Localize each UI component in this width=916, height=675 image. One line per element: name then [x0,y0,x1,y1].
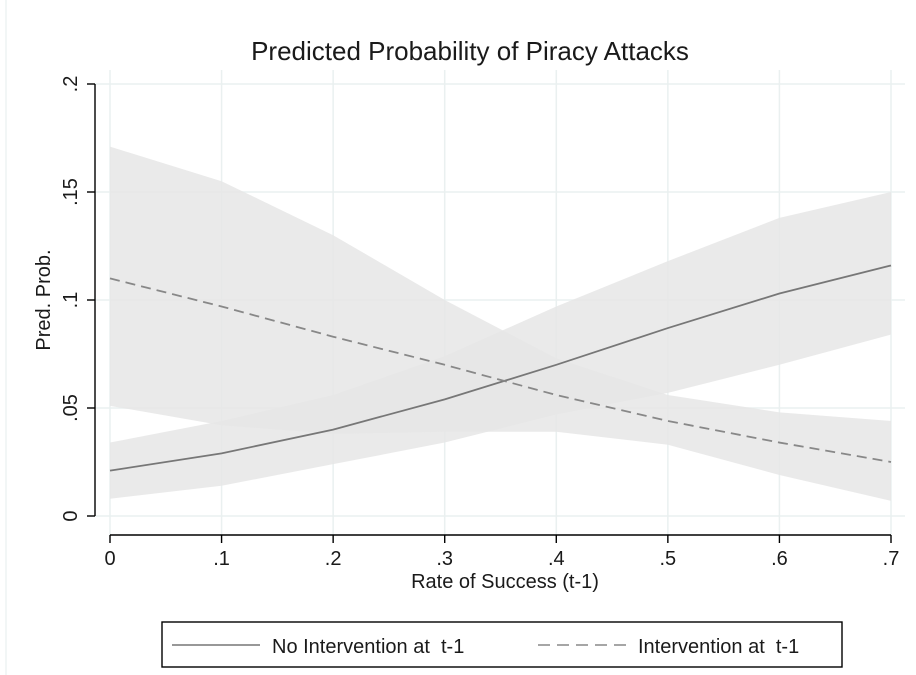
y-tick-label-2: .1 [60,292,82,309]
series-line-1 [109,277,892,463]
x-tick-label-6: .6 [771,548,788,570]
x-tick-label-4: .4 [548,548,565,570]
ticks: 0 .05 .1 .15 .2 0 .1 .2 .3 .4 .5 .6 .7 [60,76,899,570]
confidence-band-1 [110,146,891,501]
legend-box [161,621,843,668]
x-tick-label-5: .5 [660,548,677,570]
y-tick-label-1: .05 [60,394,82,422]
x-tick-label-7: .7 [883,548,900,570]
x-tick-label-1: .1 [213,548,230,570]
x-axis-title: Rate of Success (t-1) [411,571,599,593]
series-line-0 [109,264,892,472]
y-tick-label-0: 0 [60,510,82,521]
series-lines [109,264,892,472]
y-tick-label-4: .2 [60,76,82,93]
legend-label-no-intervention: No Intervention at t-1 [272,636,464,658]
y-tick-label-3: .15 [60,178,82,206]
x-tick-label-3: .3 [436,548,453,570]
legend: No Intervention at t-1 Intervention at t… [161,621,843,668]
legend-label-intervention: Intervention at t-1 [638,636,799,658]
chart-title: Predicted Probability of Piracy Attacks [251,36,689,66]
x-tick-label-2: .2 [325,548,342,570]
confidence-bands [110,146,891,501]
y-axis-title: Pred. Prob. [33,249,55,350]
x-tick-label-0: 0 [104,548,115,570]
